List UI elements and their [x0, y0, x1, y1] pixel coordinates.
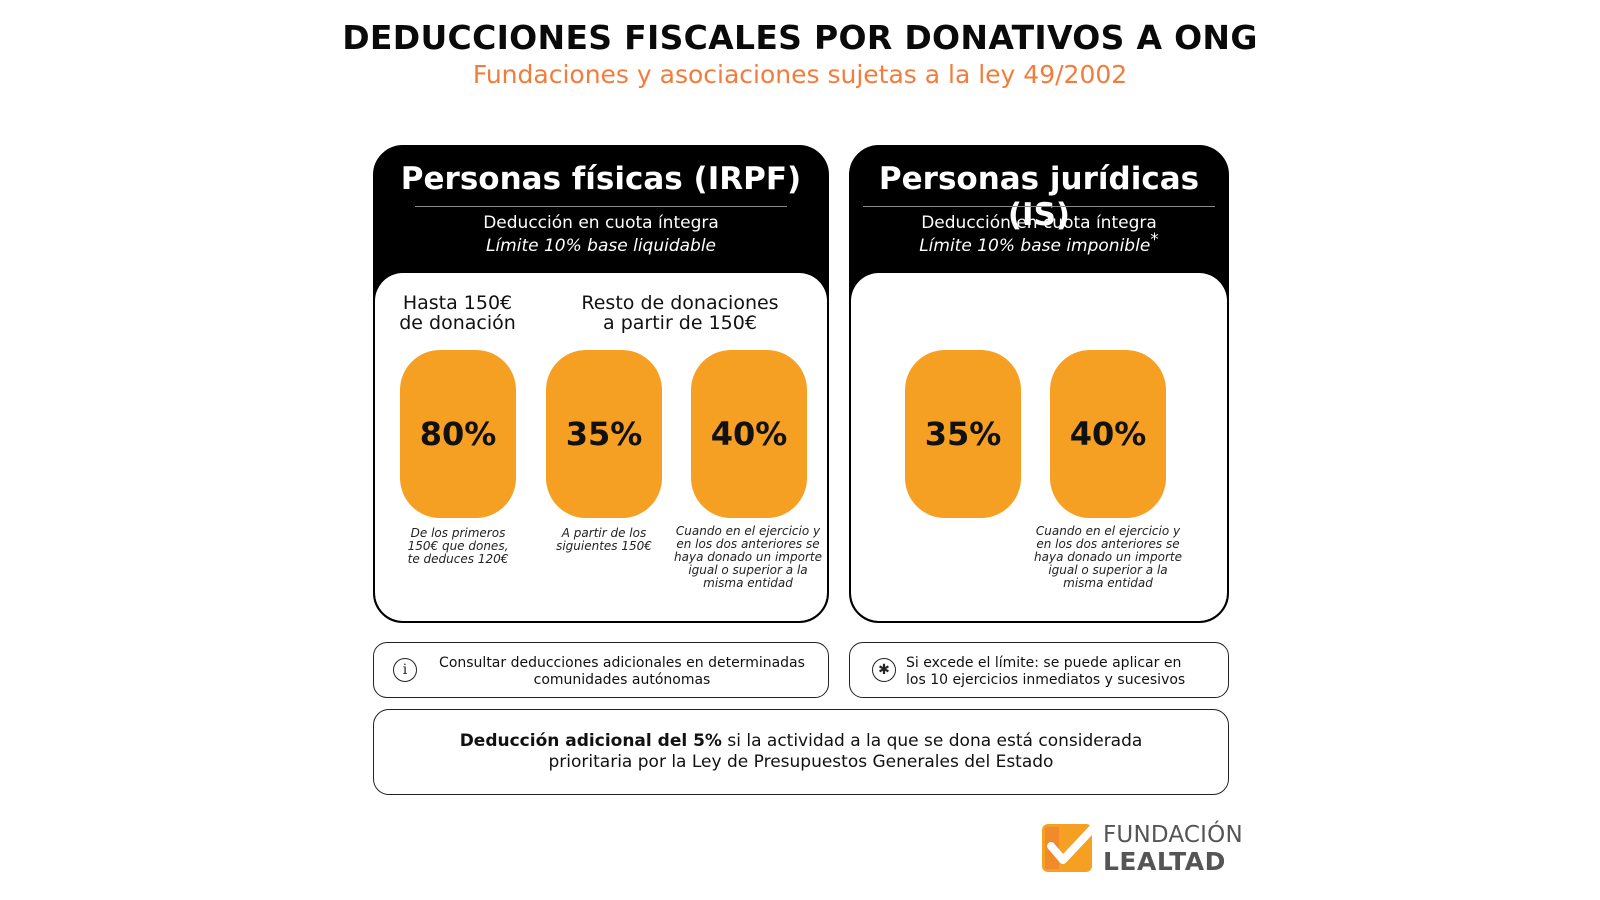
- info-box-comunidades: i Consultar deducciones adicionales en d…: [373, 642, 829, 698]
- panel-body: 35% 40% Cuando en el ejercicio y en los …: [851, 273, 1227, 621]
- checkmark-logo-icon: [1042, 824, 1095, 872]
- percentage-pill-35: 35%: [905, 350, 1021, 518]
- deduccion-adicional-bold: Deducción adicional del 5%: [459, 731, 722, 751]
- panel-deduction-type: Deducción en cuota íntegra: [921, 213, 1157, 233]
- deduccion-adicional-box: Deducción adicional del 5% si la activid…: [373, 709, 1229, 795]
- asterisk-mark: *: [1150, 230, 1159, 250]
- percentage-value: 40%: [1069, 415, 1147, 453]
- panel-title: Personas físicas (IRPF): [400, 161, 802, 197]
- panel-header: Personas jurídicas (IS) Deducción en cuo…: [851, 147, 1227, 277]
- panel-personas-fisicas: Personas físicas (IRPF) Deducción en cuo…: [373, 145, 829, 623]
- divider: [863, 206, 1215, 207]
- percentage-value: 80%: [419, 415, 497, 453]
- percentage-pill-80: 80%: [400, 350, 516, 518]
- info-box-excede-limite: ✱ Si excede el límite: se puede aplicar …: [849, 642, 1229, 698]
- panel-header: Personas físicas (IRPF) Deducción en cuo…: [375, 147, 827, 277]
- pill-note: Cuando en el ejercicio y en los dos ante…: [1034, 524, 1182, 590]
- page-title: DEDUCCIONES FISCALES POR DONATIVOS A ONG: [342, 18, 1258, 57]
- divider: [415, 206, 787, 207]
- info-text: Si excede el límite: se puede aplicar en…: [906, 655, 1186, 688]
- panel-title: Personas jurídicas (IS): [878, 161, 1200, 233]
- percentage-value: 35%: [565, 415, 643, 453]
- asterisk-icon: ✱: [872, 658, 896, 682]
- deduccion-adicional-text: Deducción adicional del 5% si la activid…: [404, 731, 1198, 773]
- fundacion-lealtad-logo: FUNDACIÓN LEALTAD: [1041, 820, 1243, 880]
- logo-word-lealtad: LEALTAD: [1103, 847, 1226, 876]
- info-text: Consultar deducciones adicionales en det…: [439, 655, 805, 688]
- percentage-pill-40: 40%: [1050, 350, 1166, 518]
- column-heading-resto: Resto de donaciones a partir de 150€: [581, 292, 779, 334]
- percentage-value: 40%: [710, 415, 788, 453]
- pill-note: Cuando en el ejercicio y en los dos ante…: [674, 524, 822, 590]
- pill-note: A partir de los siguientes 150€: [556, 526, 652, 553]
- percentage-pill-40: 40%: [691, 350, 807, 518]
- panel-limit: Límite 10% base liquidable: [485, 236, 717, 256]
- panel-limit-text: Límite 10% base imponible: [919, 236, 1151, 256]
- info-icon: i: [393, 658, 417, 682]
- page-subtitle: Fundaciones y asociaciones sujetas a la …: [472, 60, 1128, 89]
- column-heading-hasta-150: Hasta 150€ de donación: [399, 292, 516, 334]
- panel-personas-juridicas: Personas jurídicas (IS) Deducción en cuo…: [849, 145, 1229, 623]
- panel-body: Hasta 150€ de donación Resto de donacion…: [375, 273, 827, 621]
- deduccion-adicional-rest: si la actividad a la que se dona está co…: [548, 731, 1143, 772]
- panel-deduction-type: Deducción en cuota íntegra: [483, 213, 719, 233]
- percentage-pill-35: 35%: [546, 350, 662, 518]
- panel-limit: Límite 10% base imponible*: [851, 230, 1227, 256]
- pill-note: De los primeros 150€ que dones, te deduc…: [407, 526, 509, 566]
- percentage-value: 35%: [924, 415, 1002, 453]
- logo-word-fundacion: FUNDACIÓN: [1103, 822, 1243, 848]
